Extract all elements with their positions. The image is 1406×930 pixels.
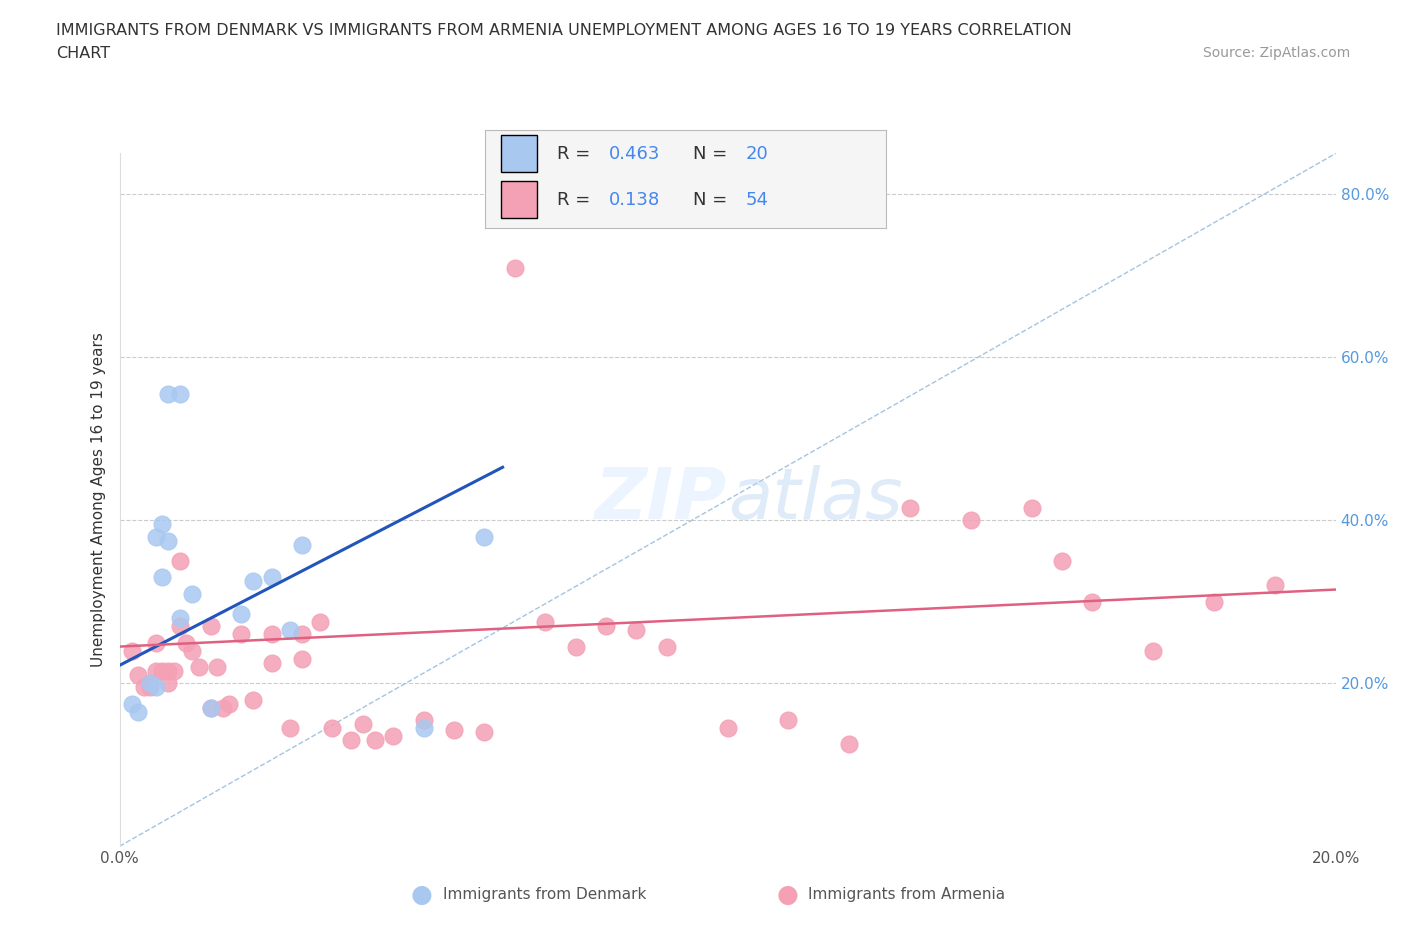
Point	[278, 623, 301, 638]
Text: 0.138: 0.138	[609, 191, 661, 208]
Text: 0.463: 0.463	[609, 145, 661, 163]
Point	[127, 668, 149, 683]
Point	[352, 717, 374, 732]
FancyBboxPatch shape	[501, 181, 537, 219]
Point	[898, 500, 921, 515]
Text: 20: 20	[745, 145, 768, 163]
Point	[169, 618, 191, 633]
Point	[127, 704, 149, 719]
Point	[157, 387, 180, 402]
Text: R =: R =	[557, 191, 596, 208]
Point	[169, 553, 191, 568]
Point	[181, 586, 204, 601]
Point	[169, 387, 191, 402]
Point	[321, 721, 343, 736]
Point	[200, 618, 222, 633]
Point	[960, 512, 983, 527]
Point	[205, 659, 228, 674]
Point	[1142, 644, 1164, 658]
Text: ●: ●	[411, 883, 433, 907]
Point	[176, 635, 198, 650]
Point	[139, 676, 162, 691]
Point	[717, 721, 740, 736]
Point	[260, 656, 283, 671]
Point	[534, 615, 557, 630]
Point	[382, 729, 405, 744]
Point	[132, 680, 155, 695]
Point	[626, 623, 648, 638]
Point	[278, 721, 301, 736]
Point	[1204, 594, 1226, 609]
Text: Immigrants from Armenia: Immigrants from Armenia	[808, 887, 1005, 902]
Text: R =: R =	[557, 145, 596, 163]
Point	[1081, 594, 1104, 609]
Text: atlas: atlas	[728, 465, 903, 535]
Point	[157, 533, 180, 548]
Point	[309, 615, 332, 630]
Point	[1050, 553, 1073, 568]
Point	[231, 606, 253, 621]
Point	[412, 712, 434, 727]
Point	[472, 529, 496, 544]
Point	[778, 712, 800, 727]
Point	[242, 574, 264, 589]
Text: CHART: CHART	[56, 46, 110, 61]
Point	[163, 664, 186, 679]
Point	[364, 733, 387, 748]
Point	[291, 627, 314, 642]
Point	[242, 692, 264, 707]
Point	[200, 700, 222, 715]
Point	[260, 570, 283, 585]
Text: Immigrants from Denmark: Immigrants from Denmark	[443, 887, 647, 902]
Point	[150, 664, 173, 679]
Point	[1021, 500, 1043, 515]
FancyBboxPatch shape	[501, 135, 537, 172]
Point	[121, 644, 143, 658]
Point	[145, 529, 167, 544]
Point	[145, 664, 167, 679]
Point	[443, 723, 465, 737]
Point	[150, 570, 173, 585]
Point	[145, 635, 167, 650]
Point	[838, 737, 860, 751]
Point	[212, 700, 235, 715]
Point	[595, 618, 617, 633]
Text: N =: N =	[693, 145, 734, 163]
Point	[564, 639, 586, 654]
Point	[145, 680, 167, 695]
Point	[260, 627, 283, 642]
Point	[655, 639, 678, 654]
Text: IMMIGRANTS FROM DENMARK VS IMMIGRANTS FROM ARMENIA UNEMPLOYMENT AMONG AGES 16 TO: IMMIGRANTS FROM DENMARK VS IMMIGRANTS FR…	[56, 23, 1071, 38]
Y-axis label: Unemployment Among Ages 16 to 19 years: Unemployment Among Ages 16 to 19 years	[91, 332, 107, 668]
Point	[169, 611, 191, 626]
Point	[1264, 578, 1286, 593]
Point	[181, 644, 204, 658]
Text: ●: ●	[776, 883, 799, 907]
Point	[291, 538, 314, 552]
Point	[291, 651, 314, 666]
Point	[472, 724, 496, 739]
Text: ZIP: ZIP	[595, 465, 728, 535]
Point	[503, 260, 526, 275]
Point	[150, 517, 173, 532]
Point	[187, 659, 209, 674]
Point	[139, 676, 162, 691]
Point	[121, 697, 143, 711]
Point	[339, 733, 361, 748]
Point	[139, 680, 162, 695]
Point	[218, 697, 240, 711]
Text: 54: 54	[745, 191, 769, 208]
Point	[157, 664, 180, 679]
Point	[231, 627, 253, 642]
Text: N =: N =	[693, 191, 734, 208]
Text: Source: ZipAtlas.com: Source: ZipAtlas.com	[1202, 46, 1350, 60]
Point	[200, 700, 222, 715]
Point	[157, 676, 180, 691]
Point	[412, 721, 434, 736]
